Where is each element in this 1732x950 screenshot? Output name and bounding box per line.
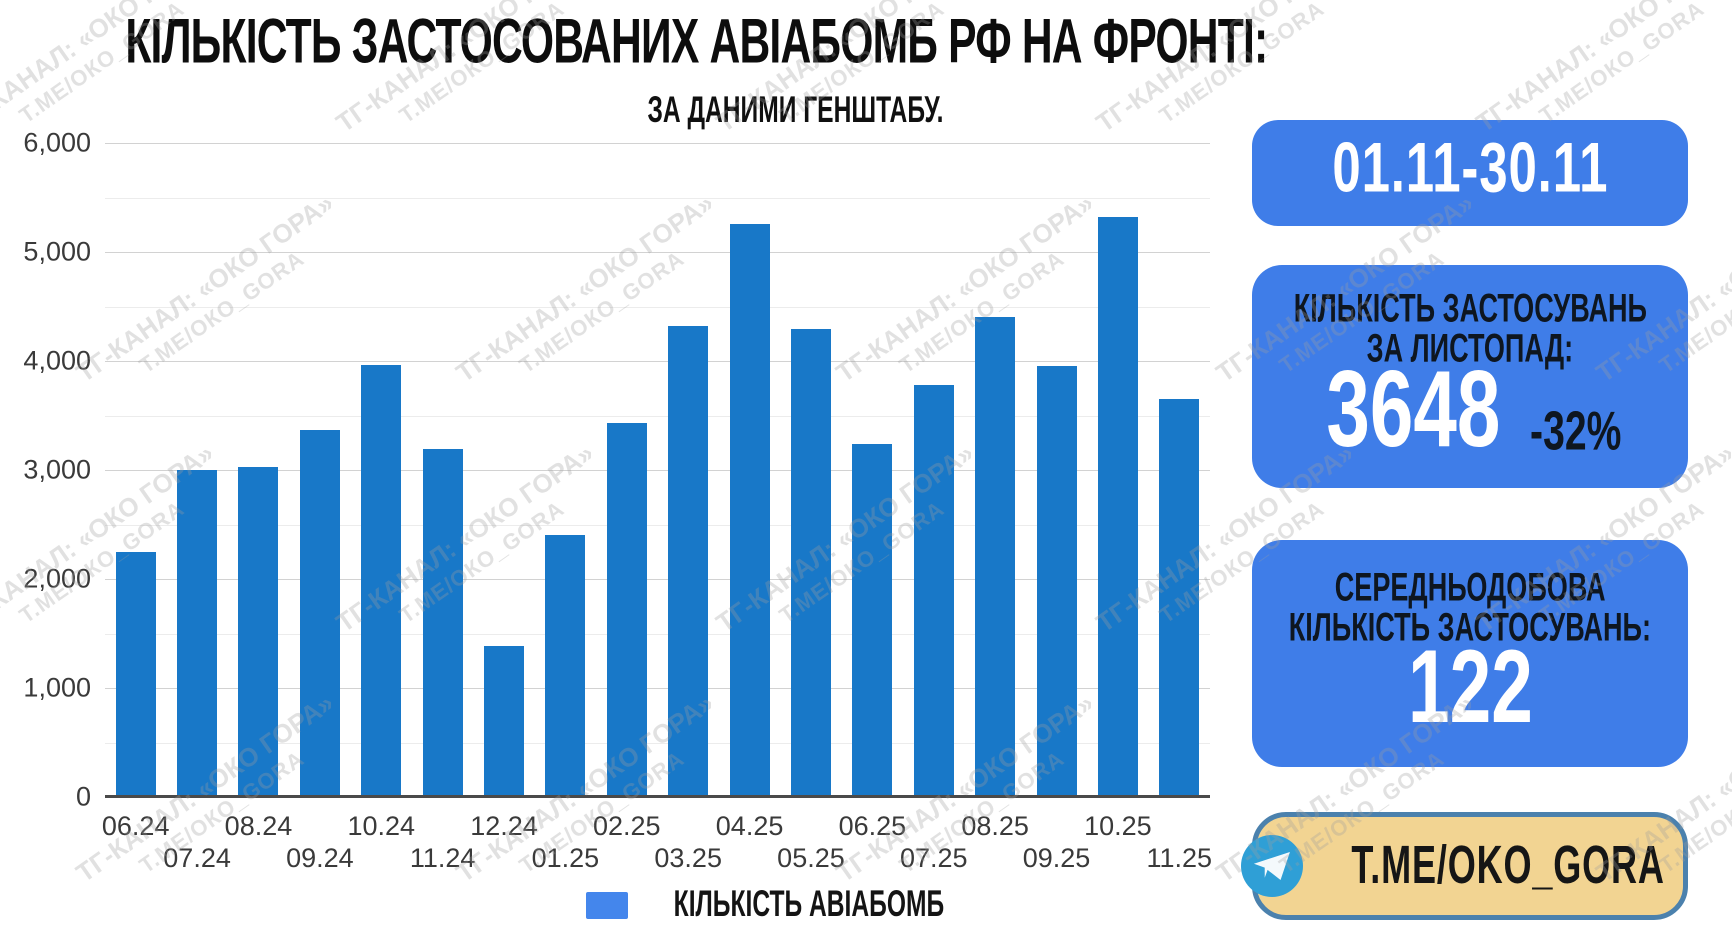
bar-02.25 [606,423,647,797]
bar-06.25 [852,443,893,797]
bar-08.25 [975,317,1016,797]
x-axis-tick-label: 11.24 [409,843,476,873]
telegram-handle: T.ME/OKO_GORA [1351,835,1665,896]
bar-03.25 [668,326,709,797]
major-gridline [105,579,1210,580]
bar-chart-plot-area: 0 1,000 2,000 3,000 4,000 5,000 6,000 06.24 07.2… [23,128,1212,874]
minor-gridline [105,742,1210,744]
y-axis-tick-label: 0 [75,781,91,812]
y-axis-tick-label: 6,000 [23,127,91,158]
legend-color-swatch [586,891,629,919]
period-value: 01.11-30.11 [1332,127,1608,207]
major-gridline [105,143,1210,144]
bar-09.24 [299,429,340,797]
bar-08.24 [238,466,279,797]
major-gridline [105,361,1210,362]
x-axis-tick-label: 01.25 [531,843,600,873]
minor-gridline [105,197,1210,199]
major-gridline [105,470,1210,471]
chart-subtitle: ЗА ДАНИМИ ГЕНШТАБУ. [647,90,943,131]
bar-04.25 [729,223,770,797]
bar-07.24 [177,470,218,797]
bar-10.24 [361,365,402,797]
bar-09.25 [1036,366,1077,797]
bar-05.25 [790,329,831,797]
major-gridline [105,252,1210,253]
x-axis-tick-label: 04.25 [715,811,784,841]
minor-gridline [105,306,1210,308]
x-axis-tick-label: 08.24 [224,811,293,841]
minor-gridline [105,633,1210,635]
chart-legend: КІЛЬКІСТЬ АВІАБОМБ [420,884,1140,925]
x-axis-tick-label: 10.25 [1084,811,1152,841]
monthly-total-value: 3648 [1326,348,1501,470]
y-axis-tick-label: 2,000 [23,563,91,594]
x-axis-tick-label: 09.25 [1022,843,1091,873]
daily-average-card: СЕРЕДНЬОДОБОВА КІЛЬКІСТЬ ЗАСТОСУВАНЬ: 12… [1252,540,1688,767]
bar-11.24 [422,449,463,797]
x-axis-tick-label: 03.25 [654,843,722,873]
monthly-total-title-line1: КІЛЬКІСТЬ ЗАСТОСУВАНЬ [1293,284,1647,330]
daily-average-value: 122 [1407,627,1533,745]
y-axis-tick-label: 3,000 [23,454,91,485]
monthly-total-title-line2: ЗА ЛИСТОПАД: [1366,324,1574,370]
minor-gridline [105,415,1210,417]
x-axis-tick-label: 09.24 [286,843,354,873]
major-gridline [105,688,1210,689]
bar-06.24 [115,551,156,797]
daily-average-title-line1: СЕРЕДНЬОДОБОВА [1334,563,1606,609]
monthly-total-card: КІЛЬКІСТЬ ЗАСТОСУВАНЬ ЗА ЛИСТОПАД: 3648 … [1252,265,1688,488]
y-axis-tick-label: 5,000 [23,236,91,267]
telegram-link-card[interactable]: T.ME/OKO_GORA [1240,812,1688,920]
x-axis-tick-label: 06.24 [101,811,170,841]
y-axis-tick-label: 4,000 [23,345,91,376]
bar-10.25 [1097,217,1138,797]
bar-07.25 [913,384,954,797]
legend-label: КІЛЬКІСТЬ АВІАБОМБ [673,884,945,925]
telegram-plane-icon [1240,835,1303,897]
bar-01.25 [545,535,586,797]
x-axis-tick-label: 07.25 [899,843,968,873]
minor-gridline [105,524,1210,526]
x-axis-tick-label: 05.25 [777,843,845,873]
x-axis-tick-label: 06.25 [838,811,907,841]
x-axis-tick-label: 07.24 [163,843,231,873]
monthly-delta-percent: -32% [1529,399,1621,461]
chart-title: КІЛЬКІСТЬ ЗАСТОСОВАНИХ АВІАБОМБ РФ НА ФР… [125,6,1268,78]
daily-average-title-line2: КІЛЬКІСТЬ ЗАСТОСУВАНЬ: [1288,603,1652,649]
x-axis-tick-label: 08.25 [961,811,1029,841]
x-axis-tick-label: 11.25 [1146,843,1213,873]
x-axis-tick-label: 10.24 [347,811,416,841]
y-axis-tick-label: 1,000 [23,672,91,703]
x-axis-tick-label: 02.25 [593,811,661,841]
bar-11.25 [1159,399,1200,797]
x-axis-line [105,795,1210,798]
bar-12.24 [484,645,525,797]
period-card: 01.11-30.11 [1252,120,1688,226]
x-axis-tick-label: 12.24 [470,811,538,841]
